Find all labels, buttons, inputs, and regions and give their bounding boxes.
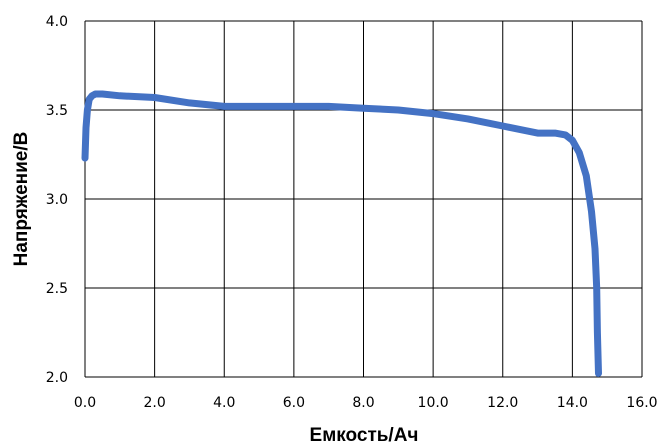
x-tick-label: 2.0: [143, 395, 165, 411]
series-layer: [81, 90, 602, 377]
y-tick-label: 2.0: [46, 370, 68, 386]
x-tick-label: 6.0: [283, 395, 305, 411]
y-tick-label: 4.0: [46, 14, 68, 30]
y-tick-label: 3.0: [46, 192, 68, 208]
x-tick-label: 12.0: [487, 395, 518, 411]
x-tick-label: 4.0: [213, 395, 235, 411]
y-axis-title: Напряжение/В: [11, 132, 32, 267]
discharge-curve: [81, 90, 602, 377]
x-tick-label: 8.0: [352, 395, 374, 411]
y-tick-labels: 2.0 2.5 3.0 3.5 4.0: [46, 14, 68, 386]
x-tick-labels: 0.0 2.0 4.0 6.0 8.0 10.0 12.0 14.0 16.0: [74, 395, 658, 411]
y-tick-label: 3.5: [46, 103, 68, 119]
x-tick-label: 14.0: [557, 395, 588, 411]
x-tick-label: 0.0: [74, 395, 96, 411]
gridlines: [84, 20, 643, 378]
x-tick-label: 10.0: [418, 395, 449, 411]
x-axis-title: Емкость/Ач: [310, 425, 419, 444]
x-tick-label: 16.0: [626, 395, 657, 411]
y-tick-label: 2.5: [46, 281, 68, 297]
